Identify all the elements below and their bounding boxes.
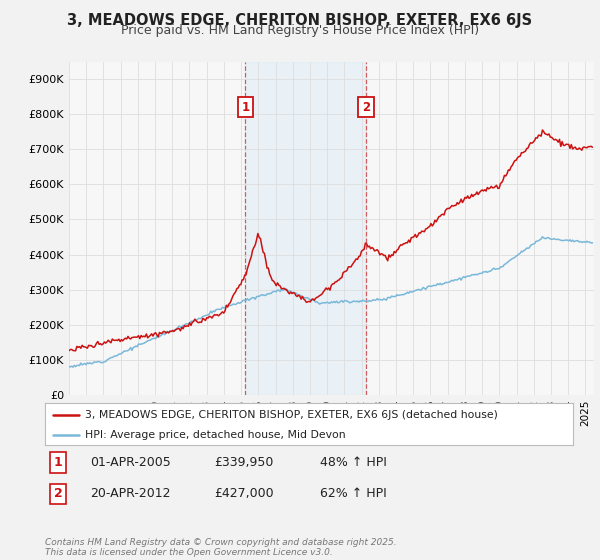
- Text: Contains HM Land Registry data © Crown copyright and database right 2025.
This d: Contains HM Land Registry data © Crown c…: [45, 538, 397, 557]
- Text: HPI: Average price, detached house, Mid Devon: HPI: Average price, detached house, Mid …: [85, 430, 345, 440]
- Text: £339,950: £339,950: [214, 456, 274, 469]
- Text: 2: 2: [362, 101, 370, 114]
- Text: 3, MEADOWS EDGE, CHERITON BISHOP, EXETER, EX6 6JS: 3, MEADOWS EDGE, CHERITON BISHOP, EXETER…: [67, 13, 533, 27]
- Text: £427,000: £427,000: [214, 487, 274, 501]
- Text: Price paid vs. HM Land Registry's House Price Index (HPI): Price paid vs. HM Land Registry's House …: [121, 24, 479, 37]
- Text: 1: 1: [54, 456, 62, 469]
- Text: 20-APR-2012: 20-APR-2012: [90, 487, 170, 501]
- Text: 3, MEADOWS EDGE, CHERITON BISHOP, EXETER, EX6 6JS (detached house): 3, MEADOWS EDGE, CHERITON BISHOP, EXETER…: [85, 410, 497, 420]
- Text: 62% ↑ HPI: 62% ↑ HPI: [320, 487, 386, 501]
- Bar: [245, 62, 366, 395]
- Text: 01-APR-2005: 01-APR-2005: [90, 456, 170, 469]
- Text: 48% ↑ HPI: 48% ↑ HPI: [320, 456, 386, 469]
- Text: 2: 2: [54, 487, 62, 501]
- Text: 1: 1: [241, 101, 250, 114]
